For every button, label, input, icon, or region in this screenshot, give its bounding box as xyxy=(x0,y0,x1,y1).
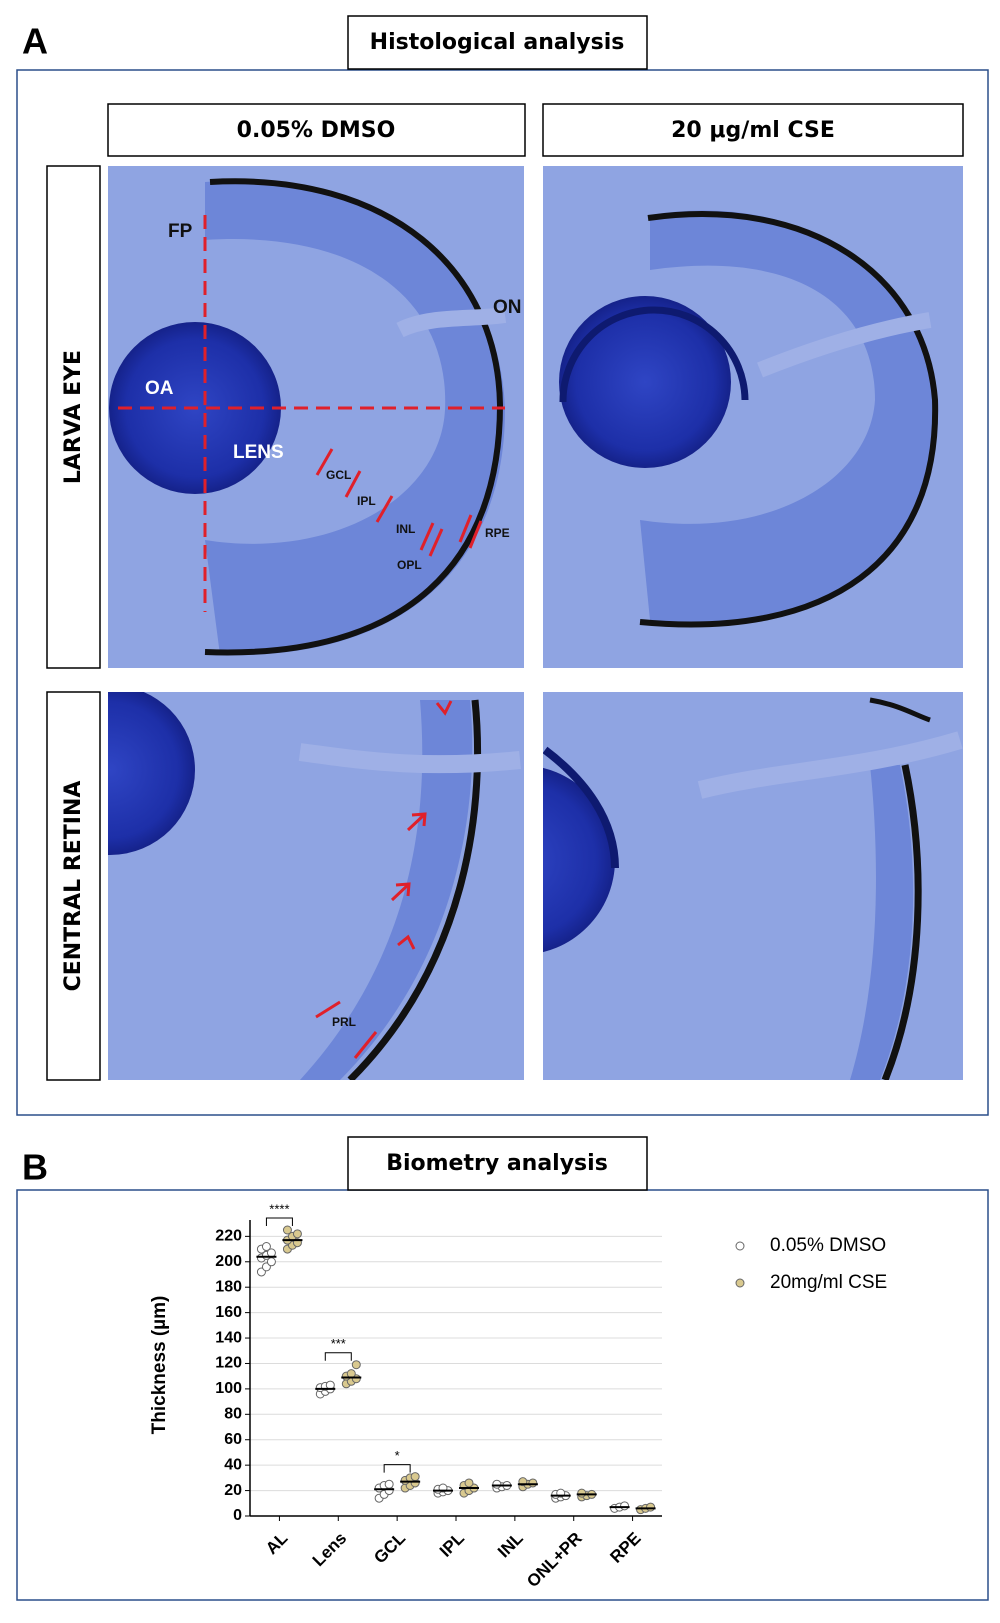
data-point xyxy=(346,1369,356,1379)
title-box xyxy=(347,1136,648,1191)
column-header: 0.05% DMSO xyxy=(237,118,396,143)
x-tick-label: ONL+PR xyxy=(523,1529,586,1592)
legend-marker xyxy=(735,1241,745,1251)
micrograph xyxy=(108,692,524,1080)
data-point xyxy=(577,1488,587,1498)
y-tick-label: 180 xyxy=(215,1278,242,1295)
y-tick-label: 160 xyxy=(215,1304,242,1321)
legend-label: 0.05% DMSO xyxy=(770,1235,886,1256)
row-box xyxy=(46,691,101,1081)
y-tick-label: 20 xyxy=(224,1482,242,1499)
legend-marker xyxy=(735,1278,745,1288)
micrograph xyxy=(108,166,524,668)
panel-title: Biometry analysis xyxy=(386,1151,608,1176)
row-header: CENTRAL RETINA xyxy=(61,781,86,992)
row-header: LARVA EYE xyxy=(61,350,86,484)
panel-title: Histological analysis xyxy=(370,30,625,55)
annotation: PRL xyxy=(332,1015,356,1029)
y-tick-label: 120 xyxy=(215,1355,242,1372)
data-point xyxy=(410,1472,420,1482)
annotation: FP xyxy=(168,221,193,242)
data-point xyxy=(282,1225,292,1235)
annotation: INL xyxy=(396,522,415,536)
row-box xyxy=(46,165,101,669)
y-tick-label: 100 xyxy=(215,1380,242,1397)
y-tick-label: 80 xyxy=(224,1406,242,1423)
annotation: RPE xyxy=(485,526,510,540)
annotation: LENS xyxy=(233,442,284,463)
panel-letter: A xyxy=(22,21,48,62)
data-point xyxy=(464,1478,474,1488)
significance-label: **** xyxy=(269,1201,289,1216)
significance-label: * xyxy=(395,1448,400,1463)
annotation: ON xyxy=(493,297,522,318)
significance-bracket xyxy=(265,1217,293,1226)
significance-bracket xyxy=(324,1352,352,1361)
data-point xyxy=(620,1501,630,1511)
y-tick-label: 60 xyxy=(224,1431,242,1448)
legend-label: 20mg/ml CSE xyxy=(770,1272,887,1293)
column-header: 20 μg/ml CSE xyxy=(671,118,835,143)
annotation: GCL xyxy=(326,468,351,482)
panel-frame xyxy=(16,69,989,1116)
column-box xyxy=(542,103,964,157)
annotation: OPL xyxy=(397,558,422,572)
data-point xyxy=(351,1360,361,1370)
significance-bracket xyxy=(383,1464,411,1473)
micrograph xyxy=(543,166,963,668)
data-point xyxy=(325,1380,335,1390)
data-point xyxy=(528,1478,538,1488)
y-tick-label: 40 xyxy=(224,1456,242,1473)
x-tick-label: RPE xyxy=(606,1529,644,1567)
column-box xyxy=(107,103,526,157)
y-tick-label: 0 xyxy=(233,1507,242,1524)
data-point xyxy=(292,1229,302,1239)
y-tick-label: 140 xyxy=(215,1329,242,1346)
data-point xyxy=(261,1242,271,1252)
title-box xyxy=(347,15,648,70)
data-point xyxy=(384,1479,394,1489)
x-tick-label: INL xyxy=(494,1529,527,1562)
y-tick-label: 200 xyxy=(215,1253,242,1270)
micrograph xyxy=(543,692,963,1080)
x-tick-label: GCL xyxy=(370,1529,409,1568)
data-point xyxy=(266,1257,276,1267)
significance-label: *** xyxy=(331,1336,346,1351)
x-tick-label: AL xyxy=(262,1529,291,1558)
annotation: IPL xyxy=(357,494,376,508)
annotation: OA xyxy=(145,378,174,399)
data-point xyxy=(492,1479,502,1489)
y-axis-label: Thickness (µm) xyxy=(149,1296,170,1435)
data-point xyxy=(646,1502,656,1512)
panel-letter: B xyxy=(22,1147,48,1188)
x-tick-label: Lens xyxy=(309,1529,350,1570)
x-tick-label: IPL xyxy=(436,1529,468,1561)
y-tick-label: 220 xyxy=(215,1228,242,1245)
